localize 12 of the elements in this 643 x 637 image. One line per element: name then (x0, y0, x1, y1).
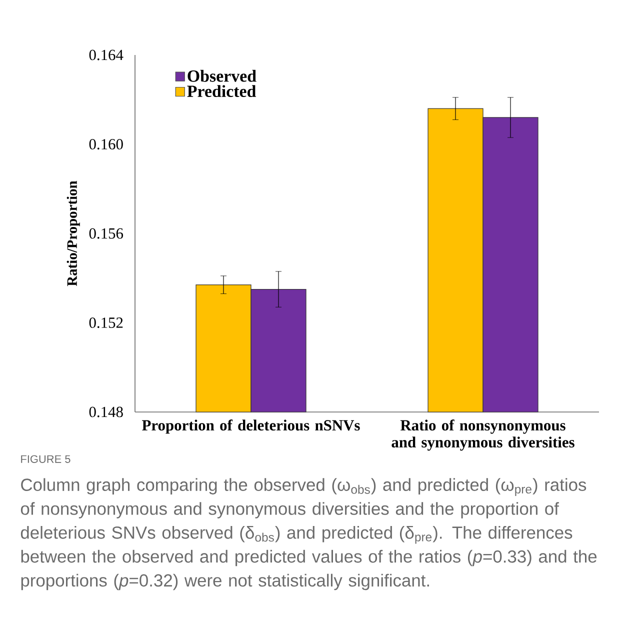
legend-label: Predicted (187, 85, 256, 98)
y-tick-label: 0.148 (89, 406, 123, 418)
text: Column graph comparing the observed (ω$_{obs}$) and predicted (ω$_{pre}$) ratios of nonsynonymous and synonymous diversities and the proportion of deleterious SNVs observed (δ$_{obs}$) and predicted (δ$_{pre}$). The differences between the observed and predicted values of the ratios (p=0.33) and the proportions (p=0.32) were not statistically significant. (20, 478, 597, 590)
y-axis-title: Ratio/Proportion (66, 180, 80, 286)
x-tick-label: Proportion of deleterious nSNVs (142, 420, 360, 434)
y-tick-label: 0.164 (89, 50, 124, 60)
caption: FIGURE 5 (21, 455, 70, 463)
y-tick-label: 0.156 (89, 228, 124, 239)
legend-label: Observed (188, 70, 256, 82)
y-tick-label: 0.152 (89, 318, 123, 328)
x-tick-label: Ratio of nonsynonymous and synonymous diversities (392, 420, 574, 451)
y-tick-label: 0.160 (89, 139, 123, 150)
